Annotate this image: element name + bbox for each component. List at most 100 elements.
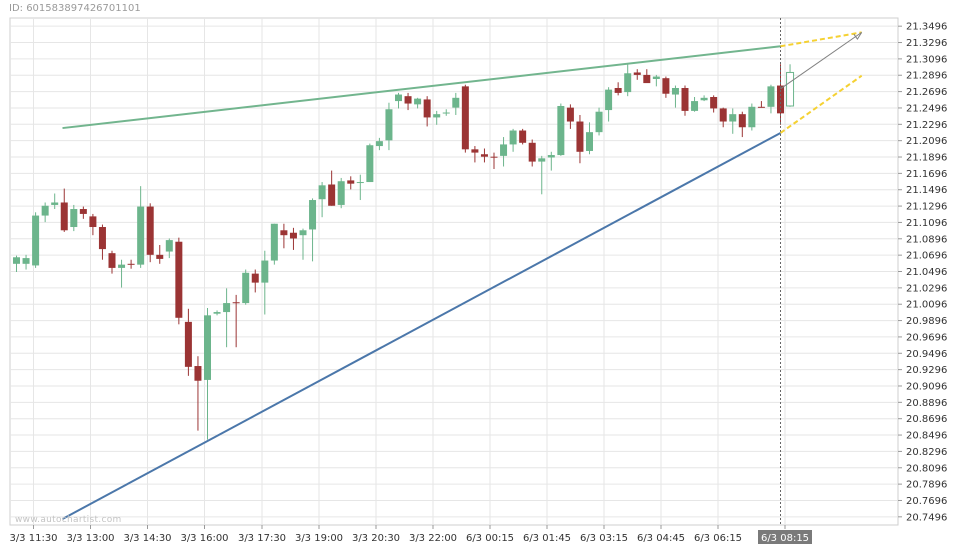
candle bbox=[184, 308, 192, 376]
candle bbox=[127, 259, 135, 269]
y-tick-label: 21.0096 bbox=[906, 300, 947, 311]
y-tick-label: 20.9096 bbox=[906, 381, 947, 392]
candle bbox=[509, 128, 517, 152]
y-tick-label: 21.3096 bbox=[906, 54, 947, 65]
candle bbox=[719, 107, 727, 128]
candle-body bbox=[337, 181, 345, 205]
candle bbox=[328, 170, 336, 206]
candle-body bbox=[32, 215, 40, 266]
candle bbox=[60, 188, 68, 232]
x-tick-label: 3/3 13:00 bbox=[66, 533, 114, 544]
y-tick-label: 20.9296 bbox=[906, 365, 947, 376]
x-tick-label: 3/3 22:00 bbox=[409, 533, 457, 544]
chart-id-label: ID: 6015838974267011​01 bbox=[9, 3, 141, 14]
y-tick-label: 21.2696 bbox=[906, 87, 947, 98]
candle bbox=[433, 110, 441, 125]
candle bbox=[175, 237, 183, 325]
candle-body bbox=[710, 96, 718, 109]
candle bbox=[519, 128, 527, 145]
x-tick-label: 3/3 20:30 bbox=[352, 533, 400, 544]
y-tick-label: 21.2096 bbox=[906, 136, 947, 147]
candle bbox=[299, 228, 307, 260]
candle-body bbox=[289, 232, 297, 239]
candle bbox=[404, 92, 412, 111]
candle-body bbox=[404, 96, 412, 104]
candle-body bbox=[60, 202, 68, 231]
candle bbox=[146, 203, 154, 263]
candle bbox=[242, 269, 250, 305]
candle-body bbox=[213, 312, 221, 314]
candle-body bbox=[22, 258, 30, 264]
candle bbox=[356, 174, 364, 201]
candle bbox=[385, 102, 393, 151]
y-tick-label: 21.1696 bbox=[906, 169, 947, 180]
candle bbox=[41, 202, 49, 223]
candle-body bbox=[605, 89, 613, 111]
x-tick-label: 3/3 14:30 bbox=[123, 533, 171, 544]
candle-body bbox=[423, 99, 431, 118]
candle-body bbox=[586, 132, 593, 151]
y-tick-label: 21.0496 bbox=[906, 267, 947, 278]
candle bbox=[22, 254, 30, 270]
y-tick-label: 21.2296 bbox=[906, 120, 947, 131]
y-tick-label: 21.2496 bbox=[906, 103, 947, 114]
candle-body bbox=[691, 101, 699, 111]
candle bbox=[557, 103, 565, 156]
x-tick-label: 3/3 19:00 bbox=[295, 533, 343, 544]
candle-body bbox=[13, 257, 20, 264]
candle bbox=[767, 84, 775, 114]
candle bbox=[480, 148, 488, 163]
y-tick-label: 21.1296 bbox=[906, 202, 947, 213]
candle-body bbox=[89, 216, 97, 228]
y-tick-label: 20.7696 bbox=[906, 496, 947, 507]
candle-body bbox=[328, 184, 336, 206]
candle-body bbox=[480, 154, 488, 157]
candle-body bbox=[137, 206, 145, 265]
candle-body bbox=[519, 130, 527, 143]
candle-body bbox=[318, 185, 326, 200]
candle-body bbox=[280, 230, 288, 236]
candle-body bbox=[442, 112, 450, 114]
candle-body bbox=[232, 302, 240, 304]
candle bbox=[710, 95, 718, 113]
forecast-arrow-line bbox=[780, 31, 862, 90]
candle-body bbox=[270, 223, 278, 261]
candle-body bbox=[223, 303, 231, 313]
candle-body bbox=[786, 71, 795, 107]
candle-body bbox=[757, 106, 765, 108]
candle bbox=[586, 122, 593, 155]
candle-body bbox=[251, 273, 259, 283]
candle-body bbox=[375, 141, 383, 147]
candle-body bbox=[509, 130, 517, 145]
x-axis: 3/3 11:30 3/3 13:00 3/3 14:30 3/3 16:00 3/3 … bbox=[9, 525, 812, 544]
candle bbox=[204, 307, 211, 440]
candle bbox=[13, 255, 20, 272]
candle-body bbox=[70, 209, 78, 228]
candle bbox=[700, 95, 708, 102]
candle bbox=[605, 87, 613, 122]
candle bbox=[528, 139, 536, 167]
y-tick-label: 20.9696 bbox=[906, 332, 947, 343]
x-tick-label: 3/3 11:30 bbox=[9, 533, 57, 544]
x-tick-label: 6/3 03:15 bbox=[580, 533, 628, 544]
candle-body bbox=[500, 144, 508, 156]
candle bbox=[757, 101, 765, 108]
candle bbox=[79, 206, 87, 219]
candle bbox=[538, 155, 546, 195]
candle bbox=[223, 288, 231, 348]
candle-body bbox=[624, 73, 632, 93]
candle bbox=[289, 227, 297, 250]
candle bbox=[337, 177, 345, 209]
candle-body bbox=[662, 78, 670, 94]
candle bbox=[595, 107, 603, 136]
candle bbox=[366, 143, 374, 183]
watermark: www.autochartist.com bbox=[15, 515, 122, 525]
candle bbox=[375, 137, 383, 151]
candle bbox=[70, 204, 78, 232]
candle bbox=[547, 151, 555, 171]
candle-body bbox=[738, 114, 746, 128]
candle bbox=[165, 238, 173, 259]
candle-body bbox=[79, 209, 87, 214]
candle bbox=[452, 92, 460, 115]
